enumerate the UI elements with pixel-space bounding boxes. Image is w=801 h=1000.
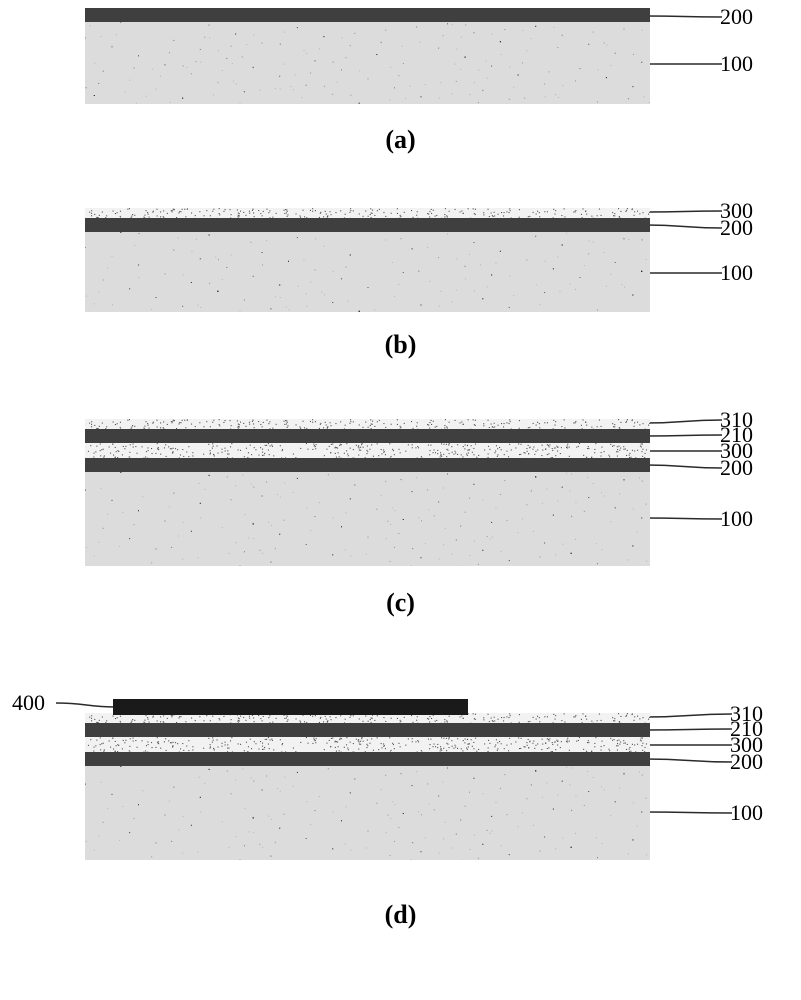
caption-c: (c) <box>0 588 801 618</box>
layer-200 <box>85 458 650 473</box>
electrode-400 <box>113 699 468 715</box>
leader-100 <box>644 60 724 68</box>
leader-100 <box>644 269 724 277</box>
layer-100 <box>85 766 650 860</box>
layer-200 <box>85 752 650 767</box>
layer-100 <box>85 232 650 312</box>
label-310: 310 <box>720 409 753 431</box>
layer-300 <box>85 443 650 459</box>
layer-210 <box>85 429 650 444</box>
layer-200 <box>85 218 650 233</box>
leader-310 <box>644 710 734 721</box>
layer-100 <box>85 472 650 566</box>
layer-210 <box>85 723 650 738</box>
label-310: 310 <box>730 703 763 725</box>
leader-200 <box>644 221 724 232</box>
label-200: 200 <box>720 6 753 28</box>
leader-210 <box>644 725 734 734</box>
layer-300 <box>85 737 650 753</box>
label-400: 400 <box>12 692 45 714</box>
leader-310 <box>644 416 724 427</box>
caption-a: (a) <box>0 125 801 155</box>
layer-200 <box>85 8 650 23</box>
caption-b: (b) <box>0 330 801 360</box>
leader-200 <box>644 755 734 766</box>
figure-stack: 100200(a) 100200300(b) 100200300210310(c… <box>0 0 801 1000</box>
label-300: 300 <box>720 200 753 222</box>
leader-200 <box>644 12 724 21</box>
layer-100 <box>85 22 650 104</box>
leader-300 <box>644 447 724 455</box>
label-100: 100 <box>730 802 763 824</box>
leader-400 <box>52 699 121 711</box>
caption-d: (d) <box>0 900 801 930</box>
leader-100 <box>644 514 724 523</box>
leader-100 <box>644 808 734 817</box>
label-100: 100 <box>720 53 753 75</box>
label-100: 100 <box>720 262 753 284</box>
leader-300 <box>644 207 724 216</box>
leader-200 <box>644 461 724 472</box>
leader-300 <box>644 741 734 749</box>
label-100: 100 <box>720 508 753 530</box>
leader-210 <box>644 431 724 440</box>
